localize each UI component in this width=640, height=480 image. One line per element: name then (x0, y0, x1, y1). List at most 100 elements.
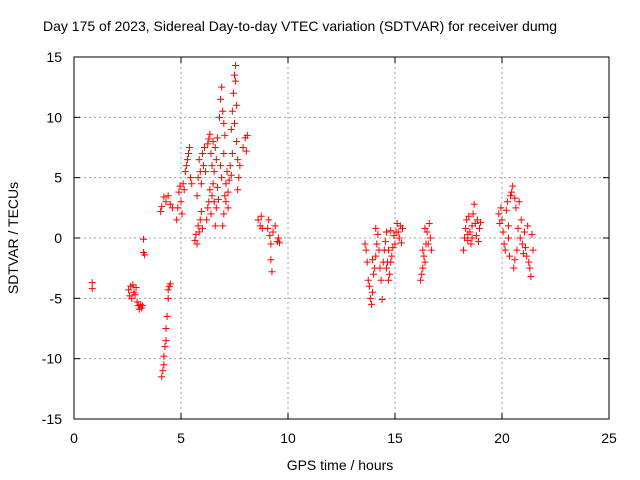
data-point (234, 156, 242, 164)
data-point (388, 252, 396, 260)
data-point (214, 195, 222, 203)
y-tick-label: 10 (46, 109, 62, 125)
data-point (218, 174, 226, 182)
data-point (173, 216, 181, 224)
data-point (370, 270, 378, 278)
data-point (175, 188, 183, 196)
data-point (363, 258, 371, 266)
data-point (224, 204, 232, 212)
data-point (217, 95, 225, 103)
x-axis-label: GPS time / hours (287, 457, 394, 473)
data-point (187, 174, 195, 182)
data-point (257, 212, 265, 220)
data-point (195, 156, 203, 164)
y-tick-label: 15 (46, 49, 62, 65)
data-point (161, 343, 169, 351)
data-point (424, 240, 432, 248)
data-point (197, 180, 205, 188)
data-point (391, 240, 399, 248)
data-point (382, 228, 390, 236)
data-point (194, 174, 202, 182)
data-point (274, 234, 282, 242)
data-point (164, 192, 172, 200)
data-point (504, 234, 512, 242)
data-point (254, 216, 262, 224)
data-point (193, 240, 201, 248)
data-point (466, 228, 474, 236)
data-point (232, 77, 240, 85)
data-point (88, 285, 96, 293)
data-point (513, 246, 521, 254)
data-point (374, 230, 382, 238)
data-point (512, 204, 520, 212)
data-point (472, 232, 480, 240)
data-point (515, 198, 523, 206)
data-point (194, 222, 202, 230)
data-point (234, 186, 242, 194)
data-point (183, 156, 191, 164)
data-point (207, 210, 215, 218)
data-point (177, 198, 185, 206)
data-point (462, 224, 470, 232)
data-point (369, 288, 377, 296)
data-point (508, 188, 516, 196)
data-point (235, 174, 243, 182)
data-point (470, 200, 478, 208)
data-point (397, 239, 405, 247)
data-point (503, 198, 511, 206)
data-point (208, 162, 216, 170)
y-tick-label: 5 (54, 170, 62, 186)
data-point (181, 168, 189, 176)
data-point (206, 130, 214, 138)
data-point (527, 273, 535, 281)
x-tick-label: 10 (280, 430, 296, 446)
data-point (212, 204, 220, 212)
y-axis-label: SDTVAR / TECUs (5, 182, 21, 294)
data-point (233, 137, 241, 145)
data-point (528, 230, 536, 238)
data-point (468, 234, 476, 242)
data-point (179, 180, 187, 188)
x-tick-label: 25 (601, 430, 617, 446)
y-tick-label: -5 (50, 290, 63, 306)
data-point (271, 222, 279, 230)
data-point (164, 286, 172, 294)
data-point (265, 216, 273, 224)
data-point (180, 186, 188, 194)
data-point (463, 216, 471, 224)
data-point (210, 198, 218, 206)
data-point (389, 244, 397, 252)
data-point (423, 228, 431, 236)
data-point (206, 186, 214, 194)
data-point (421, 224, 429, 232)
data-point (477, 218, 485, 226)
data-point (220, 119, 228, 127)
data-point (217, 162, 225, 170)
data-point (516, 234, 524, 242)
data-point (222, 180, 230, 188)
data-point (218, 83, 226, 91)
data-point (526, 264, 534, 272)
data-point (474, 238, 482, 246)
data-point (417, 276, 425, 284)
data-point (224, 188, 232, 196)
data-point (204, 204, 212, 212)
data-point (372, 252, 380, 260)
data-point (511, 256, 519, 264)
data-point (160, 193, 168, 201)
data-point (231, 71, 238, 79)
data-point (166, 200, 174, 208)
data-point (128, 294, 136, 302)
data-point (367, 300, 375, 308)
data-point (382, 264, 390, 272)
data-point (140, 235, 148, 243)
data-point (497, 204, 505, 212)
data-point (427, 246, 435, 254)
data-point (269, 228, 277, 236)
data-point (219, 107, 227, 115)
data-point (163, 312, 171, 320)
data-point (387, 227, 395, 235)
data-point (275, 239, 283, 247)
data-point (518, 240, 526, 248)
